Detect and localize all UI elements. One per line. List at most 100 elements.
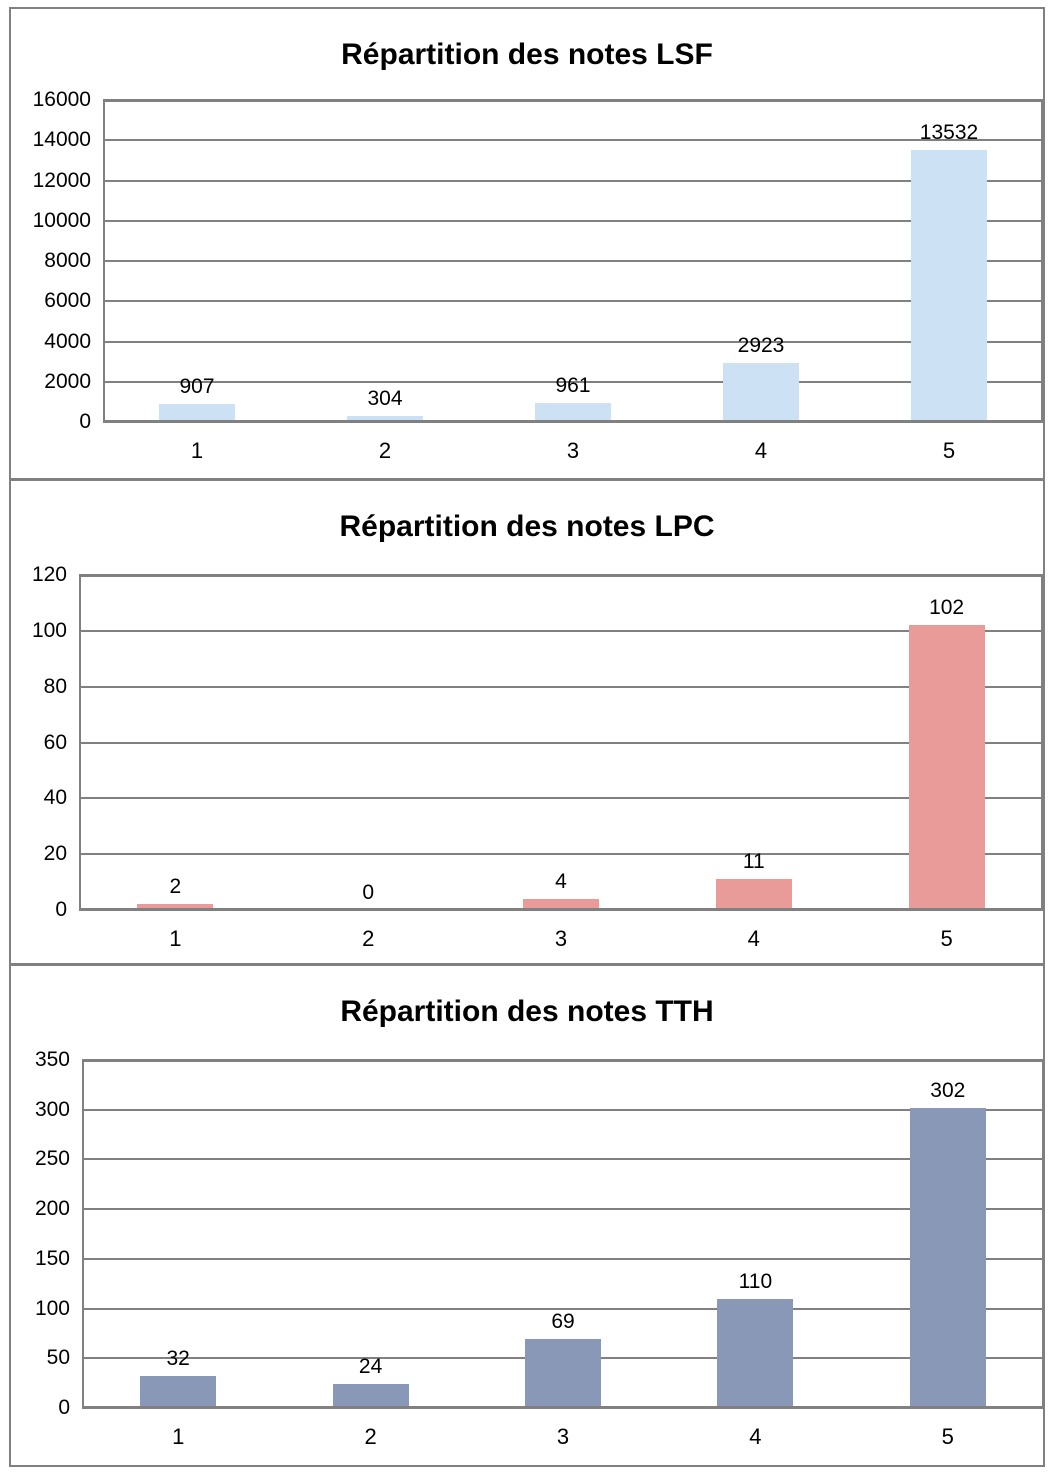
- chart-title-lsf: Répartition des notes LSF: [341, 38, 713, 71]
- y-tick-label: 250: [34, 1147, 70, 1171]
- plot-area-border: [82, 1060, 1044, 1408]
- bar: [159, 404, 235, 422]
- y-tick-label: 0: [58, 1396, 70, 1419]
- chart-panel-lpc: Répartition des notes LPC 0 20 40 60 80 100 12…: [11, 481, 1043, 966]
- x-category-label: 1: [172, 1424, 185, 1449]
- y-tick-label: 100: [34, 1296, 70, 1320]
- x-category-label: 5: [942, 438, 956, 463]
- y-tick-label: 0: [79, 410, 91, 433]
- bar: [525, 1339, 601, 1408]
- gridline: [103, 421, 1043, 423]
- y-tick-label: 12000: [32, 168, 91, 192]
- bar-value-label: 961: [555, 374, 591, 397]
- x-category-label: 5: [941, 1424, 954, 1449]
- bar: [715, 879, 792, 910]
- gridline: [79, 909, 1043, 911]
- gridline: [103, 179, 1043, 182]
- gridline: [103, 139, 1043, 142]
- x-category-label: 2: [362, 926, 375, 951]
- gridline: [103, 340, 1043, 343]
- x-category-label: 1: [190, 438, 204, 463]
- gridline: [103, 300, 1043, 303]
- charts-outer-frame: Répartition des notes LSF 0 2000 4000 6000 8…: [9, 7, 1045, 1467]
- bar-value-label: 102: [929, 596, 965, 619]
- gridline: [79, 685, 1043, 688]
- y-tick-label: 6000: [44, 289, 91, 313]
- bar: [347, 416, 423, 422]
- gridline: [79, 797, 1043, 800]
- x-category-label: 3: [554, 926, 568, 951]
- plot-area-border: [103, 100, 1043, 422]
- gridline: [82, 1407, 1044, 1409]
- y-tick-label: 4000: [44, 329, 91, 353]
- chart-panel-tth: Répartition des notes TTH 0 50 100 150 200 25…: [11, 966, 1044, 1465]
- chart-plot-lsf: 0 2000 4000 6000 8000 10000 12000 14000 16000 907…: [11, 9, 1043, 478]
- bar: [909, 1108, 986, 1408]
- x-category-label: 4: [747, 926, 760, 951]
- y-tick-label: 60: [43, 730, 67, 754]
- bar-value-label: 907: [179, 375, 215, 398]
- x-category-label: 5: [940, 926, 953, 951]
- plot-area-border: [79, 575, 1043, 910]
- chart-title-lpc: Répartition des notes LPC: [339, 510, 715, 543]
- y-tick-label: 100: [31, 618, 67, 642]
- y-tick-label: 80: [43, 674, 67, 698]
- bar-value-label: 0: [362, 881, 375, 904]
- y-tick-label: 0: [55, 898, 67, 921]
- x-category-label: 3: [566, 438, 580, 463]
- x-category-label: 2: [378, 438, 392, 463]
- bar-value-label: 32: [166, 1347, 190, 1370]
- bar: [535, 403, 611, 422]
- bar-value-label: 304: [367, 387, 403, 410]
- x-category-label: 3: [556, 1424, 570, 1449]
- y-tick-label: 8000: [44, 249, 91, 272]
- x-category-label: 1: [169, 926, 182, 951]
- gridline: [103, 260, 1043, 262]
- y-tick-label: 40: [43, 786, 67, 810]
- y-tick-label: 2000: [44, 369, 91, 393]
- bar-value-label: 2: [169, 875, 182, 898]
- chart-panel-lsf: Répartition des notes LSF 0 2000 4000 6000 8…: [11, 9, 1043, 481]
- y-tick-label: 150: [34, 1246, 70, 1270]
- bar: [137, 904, 214, 910]
- y-tick-label: 14000: [32, 128, 91, 152]
- chart-plot-lpc: 0 20 40 60 80 100 120 2 1 0 2 4 3 11 4 102 5: [11, 481, 1043, 963]
- gridline: [103, 219, 1043, 222]
- y-tick-label: 20: [43, 842, 67, 866]
- x-category-label: 4: [754, 438, 768, 463]
- y-tick-label: 10000: [32, 208, 91, 232]
- gridline: [82, 1108, 1044, 1111]
- gridline: [103, 380, 1043, 383]
- bar-value-label: 69: [551, 1310, 575, 1333]
- bar: [723, 363, 799, 422]
- bar-value-label: 302: [930, 1079, 966, 1102]
- bar-value-label: 110: [738, 1270, 773, 1293]
- y-tick-label: 350: [34, 1048, 70, 1071]
- bar: [717, 1299, 794, 1408]
- chart-plot-tth: 0 50 100 150 200 250 300 350 32 1 24 2 69 3 110 4 302 5: [11, 966, 1044, 1465]
- bar-value-label: 24: [358, 1355, 383, 1378]
- gridline: [82, 1158, 1044, 1161]
- bar: [523, 899, 599, 910]
- y-tick-label: 300: [34, 1097, 70, 1121]
- x-category-label: 2: [364, 1424, 377, 1449]
- bar: [908, 625, 985, 910]
- bar-value-label: 4: [555, 870, 567, 893]
- gridline: [82, 1208, 1044, 1211]
- bar-value-label: 13532: [919, 121, 979, 144]
- y-tick-label: 200: [34, 1197, 70, 1221]
- gridline: [79, 853, 1043, 856]
- x-category-label: 4: [749, 1424, 762, 1449]
- bar: [332, 1384, 409, 1408]
- bar-value-label: 2923: [737, 334, 785, 357]
- y-tick-label: 120: [31, 563, 67, 586]
- y-tick-label: 50: [46, 1346, 70, 1370]
- gridline: [82, 1257, 1044, 1260]
- y-tick-label: 16000: [32, 88, 91, 111]
- chart-title-tth: Répartition des notes TTH: [340, 995, 714, 1028]
- bar: [140, 1376, 217, 1408]
- gridline: [79, 629, 1043, 632]
- gridline: [79, 741, 1043, 744]
- bar: [911, 150, 987, 422]
- gridline: [82, 1307, 1044, 1310]
